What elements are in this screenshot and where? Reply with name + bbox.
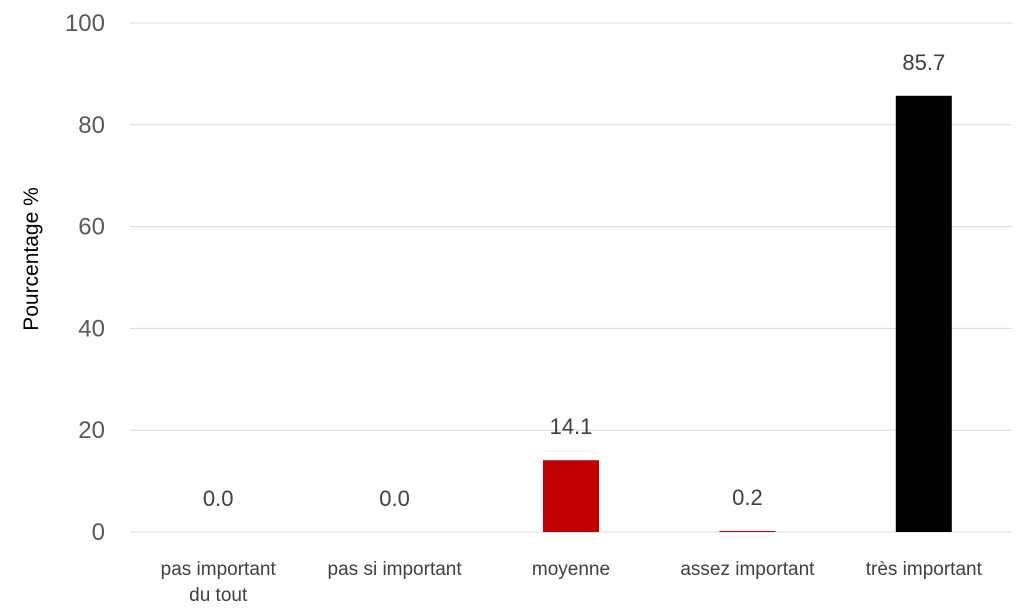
- y-tick-label: 60: [78, 214, 105, 241]
- bar: [543, 460, 599, 532]
- y-tick-label: 40: [78, 315, 105, 342]
- x-tick-label: moyenne: [532, 559, 610, 580]
- data-label: 0.2: [732, 485, 763, 510]
- y-tick-label: 20: [78, 417, 105, 444]
- x-tick-label: très important: [866, 559, 983, 580]
- y-axis-label: Pourcentage %: [20, 187, 43, 331]
- data-label: 85.7: [902, 50, 945, 75]
- x-tick-label: pas important: [161, 559, 277, 580]
- bar: [895, 95, 952, 533]
- y-tick-label: 100: [65, 10, 105, 37]
- y-tick-label: 0: [92, 519, 105, 546]
- x-axis-ticks: pas important du tout pas si important moye…: [161, 559, 983, 606]
- data-label: 0.0: [203, 486, 234, 511]
- x-tick-label: pas si important: [328, 559, 463, 580]
- gridlines: [130, 22, 1012, 533]
- x-tick-label: assez important: [680, 559, 815, 580]
- bar: [719, 530, 776, 532]
- x-tick-label: du tout: [189, 585, 248, 606]
- data-labels: 0.0 0.0 14.1 0.2 85.7: [203, 50, 945, 511]
- y-tick-label: 80: [78, 112, 105, 139]
- data-label: 14.1: [550, 414, 593, 439]
- data-label: 0.0: [379, 486, 410, 511]
- y-axis-ticks: 0 20 40 60 80 100: [65, 10, 105, 546]
- bars: [543, 95, 952, 533]
